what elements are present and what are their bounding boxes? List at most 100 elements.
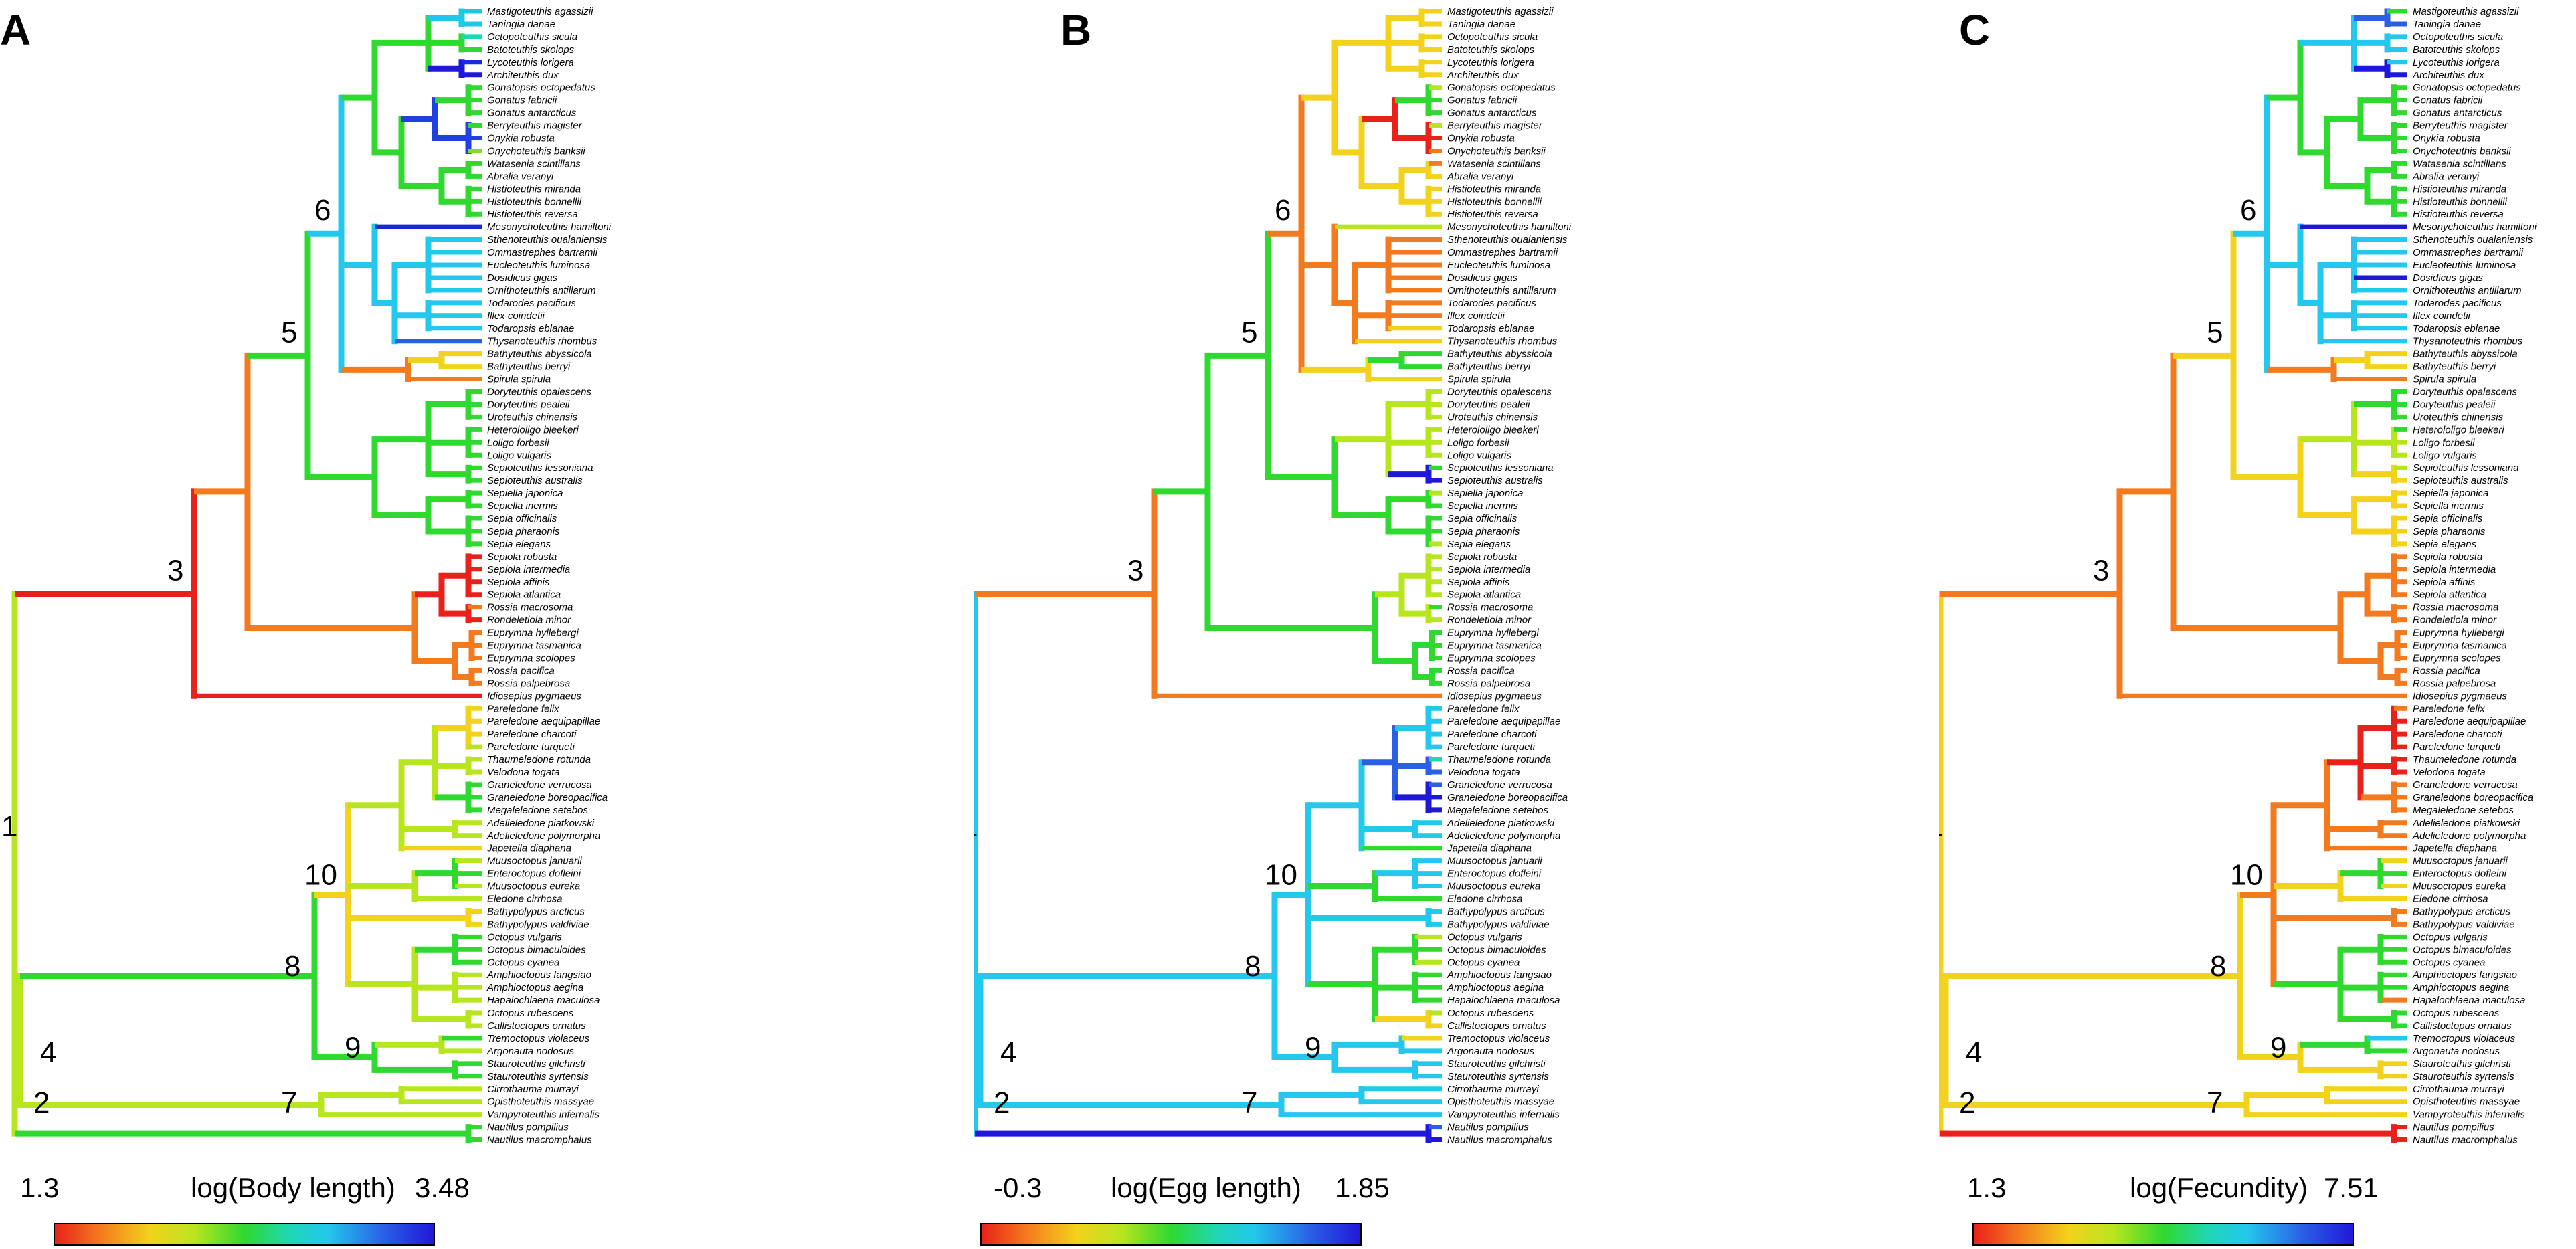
taxon-label: Ommastrephes bartramii — [2413, 247, 2524, 258]
taxon-label: Histioteuthis reversa — [2413, 209, 2504, 220]
taxon-label: Abralia veranyi — [1447, 171, 1514, 182]
taxon-label: Mesonychoteuthis hamiltoni — [487, 221, 612, 233]
taxon-label: Watasenia scintillans — [2413, 158, 2506, 169]
taxon-label: Pareledone charcoti — [2413, 729, 2502, 740]
taxon-label: Muusoctopus eureka — [487, 881, 580, 892]
taxon-label: Rossia macrosoma — [487, 602, 573, 613]
taxon-label: Hapalochlaena maculosa — [2413, 995, 2525, 1006]
taxon-label: Doryteuthis opalescens — [1447, 387, 1552, 398]
taxon-label: Japetella diaphana — [486, 843, 571, 854]
taxon-label: Opisthoteuthis massyae — [1447, 1096, 1554, 1108]
node-label: 3 — [1127, 555, 1143, 587]
color-scale-bar — [54, 1223, 435, 1246]
taxon-label: Velodona togata — [1447, 767, 1520, 778]
taxon-label: Enteroctopus dofleini — [487, 868, 581, 880]
taxon-label: Rossia pacifica — [1447, 665, 1515, 676]
taxon-label: Taningia danae — [1447, 19, 1515, 30]
taxon-label: Abralia veranyi — [2412, 171, 2480, 182]
taxon-label: Mastigoteuthis agassizii — [2413, 6, 2519, 17]
taxon-label: Tremoctopus violaceus — [1447, 1033, 1550, 1044]
taxon-label: Opisthoteuthis massyae — [2413, 1096, 2520, 1108]
taxon-label: Bathypolypus valdiviae — [1447, 919, 1550, 930]
taxon-label: Uroteuthis chinensis — [487, 411, 578, 423]
taxon-label: Illex coindetii — [2413, 310, 2471, 322]
node-label: 9 — [345, 1031, 361, 1064]
taxon-label: Bathyteuthis berryi — [2413, 361, 2496, 373]
taxon-label: Graneledone boreopacifica — [1447, 792, 1568, 803]
taxon-label: Nautilus macromphalus — [1447, 1135, 1552, 1146]
taxon-label: Sepiella inermis — [487, 500, 558, 512]
taxon-label: Bathyteuthis abyssicola — [487, 349, 592, 360]
taxon-label: Gonatus fabricii — [487, 95, 557, 106]
taxon-label: Octopoteuthis sicula — [2413, 31, 2503, 43]
taxon-label: Adelieledone polymorpha — [486, 830, 600, 842]
node-label: 7 — [1241, 1086, 1257, 1119]
taxon-label: Stauroteuthis syrtensis — [2413, 1071, 2514, 1082]
taxon-label: Histioteuthis miranda — [487, 183, 581, 195]
node-label: 1 — [1, 810, 17, 843]
taxon-label: Sepia pharaonis — [487, 526, 560, 537]
taxon-label: Pareledone turqueti — [1447, 741, 1536, 753]
taxon-label: Lycoteuthis lorigera — [487, 57, 574, 68]
taxon-label: Todaropsis eblanae — [2413, 323, 2500, 334]
taxon-label: Eledone cirrhosa — [2413, 894, 2488, 905]
taxon-label: Pareledone turqueti — [487, 741, 575, 753]
taxon-label: Mastigoteuthis agassizii — [487, 6, 593, 17]
node-label: 3 — [2093, 555, 2109, 587]
taxon-label: Histioteuthis bonnellii — [487, 196, 582, 207]
taxon-label: Loligo forbesii — [487, 437, 549, 448]
taxon-label: Sepiola intermedia — [1447, 564, 1530, 575]
node-label: 10 — [304, 859, 337, 892]
taxon-label: Cirrothauma murrayi — [1447, 1084, 1539, 1095]
taxon-label: Sepiola intermedia — [2413, 564, 2496, 575]
taxon-label: Bathypolypus arcticus — [1447, 906, 1545, 917]
node-label: 5 — [1241, 316, 1257, 349]
taxon-label: Gonatopsis octopedatus — [487, 82, 595, 94]
taxon-label: Bathypolypus arcticus — [487, 906, 585, 917]
taxon-label: Megaleledone setebos — [1447, 805, 1548, 816]
taxon-label: Bathyteuthis abyssicola — [2413, 349, 2518, 360]
taxon-label: Gonatus antarcticus — [1447, 108, 1537, 119]
taxon-label: Sepiola intermedia — [487, 564, 570, 575]
taxon-label: Loligo vulgaris — [2413, 450, 2477, 461]
taxon-label: Callistoctopus ornatus — [1447, 1020, 1546, 1032]
taxon-label: Sepia elegans — [2413, 539, 2477, 550]
taxon-label: Berryteuthis magister — [1447, 120, 1543, 132]
taxon-label: Sepia officinalis — [1447, 513, 1517, 524]
taxon-label: Octopus bimaculoides — [2413, 944, 2512, 955]
taxon-label: Loligo vulgaris — [1447, 450, 1511, 461]
taxon-label: Megaleledone setebos — [487, 805, 588, 816]
taxon-label: Japetella diaphana — [2412, 843, 2497, 854]
node-label: 9 — [1305, 1031, 1321, 1064]
taxon-label: Sepia officinalis — [2413, 513, 2483, 524]
taxon-label: Octopus vulgaris — [487, 931, 562, 943]
taxon-label: Rossia palpebrosa — [2413, 678, 2496, 689]
node-label: 4 — [1000, 1036, 1016, 1069]
node-label: 4 — [40, 1036, 56, 1069]
taxon-label: Muusoctopus eureka — [2413, 881, 2506, 892]
taxon-label: Euprymna tasmanica — [487, 640, 581, 652]
taxon-label: Pareledone charcoti — [487, 729, 577, 740]
taxon-label: Histioteuthis miranda — [1447, 183, 1541, 195]
taxon-label: Nautilus pompilius — [2413, 1122, 2494, 1133]
taxon-label: Stauroteuthis syrtensis — [487, 1071, 589, 1082]
taxon-label: Bathypolypus arcticus — [2413, 906, 2510, 917]
taxon-label: Muusoctopus januarii — [2413, 856, 2508, 867]
taxon-label: Euprymna hyllebergi — [2413, 628, 2504, 639]
taxon-label: Adelieledone piatkowski — [2412, 818, 2520, 829]
taxon-label: Cirrothauma murrayi — [487, 1084, 579, 1095]
taxon-label: Sepiola atlantica — [2413, 589, 2486, 601]
taxon-label: Histioteuthis reversa — [487, 209, 578, 220]
taxon-label: Rossia palpebrosa — [1447, 678, 1530, 689]
taxon-label: Pareledone felix — [487, 703, 559, 714]
taxon-label: Adelieledone polymorpha — [2412, 830, 2526, 842]
node-label: 8 — [2210, 950, 2226, 983]
taxon-label: Bathypolypus valdiviae — [487, 919, 589, 930]
taxon-label: Todaropsis eblanae — [1447, 323, 1534, 334]
taxon-label: Bathyteuthis berryi — [487, 361, 571, 373]
taxon-label: Sepioteuthis lessoniana — [1447, 462, 1553, 474]
taxon-label: Sepiola robusta — [2413, 551, 2482, 563]
taxon-label: Octopus bimaculoides — [487, 944, 586, 955]
taxon-label: Sepiella inermis — [2413, 500, 2484, 512]
node-label: 2 — [33, 1086, 50, 1119]
